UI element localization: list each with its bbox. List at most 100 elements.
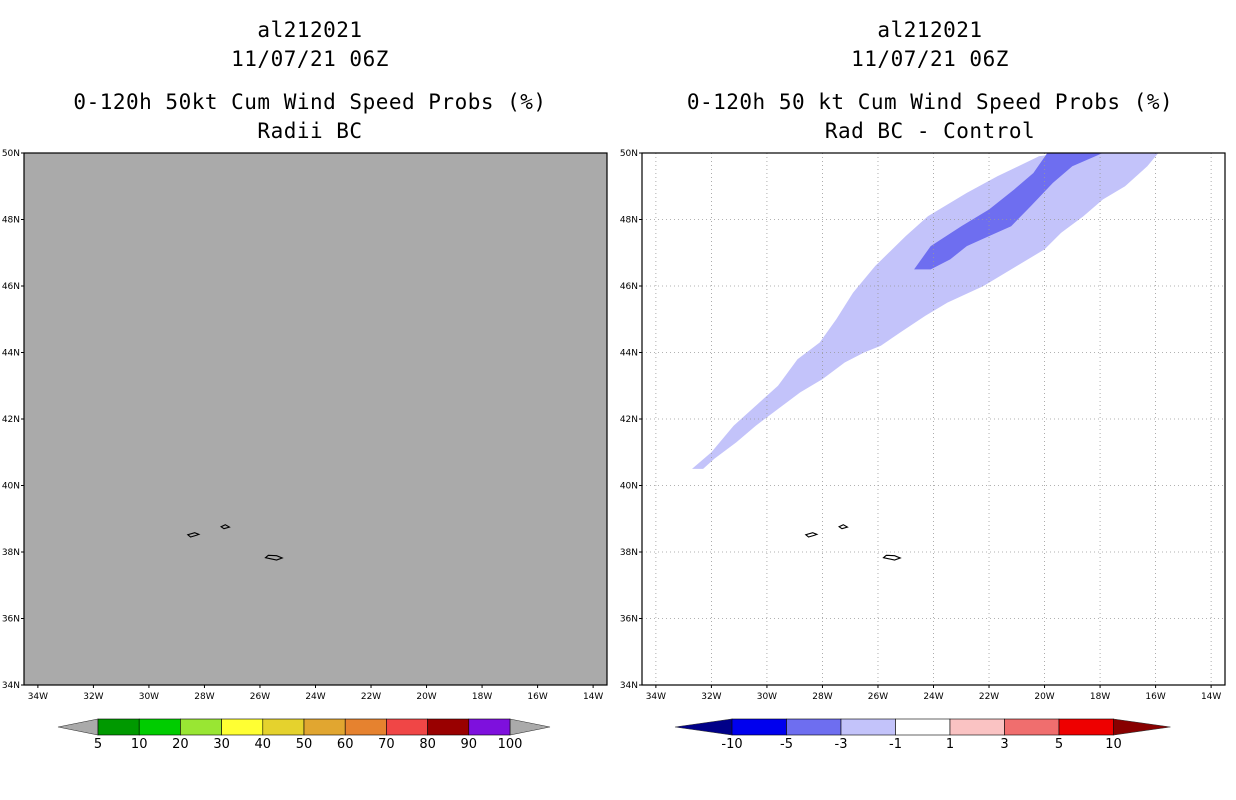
- lon-label: 24W: [305, 692, 325, 702]
- lon-label: 16W: [1145, 692, 1165, 702]
- right-product-title: 0-120h 50 kt Cum Wind Speed Probs (%): [686, 90, 1174, 114]
- lat-label: 48N: [620, 216, 638, 226]
- lat-label: 44N: [620, 349, 638, 359]
- left-colorbar-swatch: [262, 718, 305, 736]
- left-colorbar-swatch: [344, 718, 387, 736]
- lon-label: 28W: [812, 692, 832, 702]
- lon-label: 34W: [646, 692, 666, 702]
- lat-label: 44N: [2, 349, 20, 359]
- difference-region-minus3-to-minus1: [692, 153, 1159, 469]
- left-colorbar-swatch: [180, 718, 222, 736]
- left-colorbar-label: 60: [337, 737, 354, 752]
- right-map-panel: 34N 36N 38N 40N 42N 44N 46N 48N 50N 34W 32W 30W 28W 2…: [620, 149, 1226, 702]
- left-map-contents: [186, 524, 284, 561]
- left-colorbar-swatch: [386, 718, 428, 736]
- right-colorbar-swatch: [840, 718, 896, 736]
- right-colorbar-swatch: [895, 718, 951, 736]
- lat-label: 36N: [620, 615, 638, 625]
- left-colorbar-label: 10: [131, 737, 148, 752]
- left-colorbar-swatch: [427, 718, 470, 736]
- left-colorbar-label: 20: [172, 737, 189, 752]
- right-colorbar-label: -1: [889, 737, 902, 752]
- left-colorbar-high-end: [509, 718, 551, 736]
- lon-label: 34W: [28, 692, 48, 702]
- left-colorbar-low-end: [57, 718, 99, 736]
- right-colorbar-swatch: [1058, 718, 1114, 736]
- left-subtitle: Radii BC: [257, 119, 363, 143]
- lon-label: 32W: [701, 692, 721, 702]
- left-colorbar-swatch: [138, 718, 181, 736]
- left-colorbar-label: 70: [378, 737, 395, 752]
- left-colorbar-swatch: [97, 718, 140, 736]
- lat-label: 42N: [2, 415, 20, 425]
- lat-label: 38N: [620, 548, 638, 558]
- right-colorbar-label: 5: [1055, 737, 1063, 752]
- left-colorbar-label: 80: [419, 737, 436, 752]
- left-colorbar-swatch: [468, 718, 511, 736]
- lon-label: 26W: [250, 692, 270, 702]
- right-colorbar-label: 1: [946, 737, 954, 752]
- left-panel-title: al212021 11/07/21 06Z 0-120h 50kt Cum Wi…: [20, 16, 600, 146]
- left-datetime: 11/07/21 06Z: [231, 47, 389, 71]
- island-outline: [264, 554, 284, 561]
- lat-label: 40N: [2, 482, 20, 492]
- right-colorbar-swatch: [1004, 718, 1060, 736]
- lon-label: 18W: [1090, 692, 1110, 702]
- left-storm-id: al212021: [257, 18, 363, 42]
- lon-label: 14W: [1201, 692, 1221, 702]
- lon-label: 16W: [527, 692, 547, 702]
- lon-label: 20W: [1034, 692, 1054, 702]
- left-colorbar-label: 5: [94, 737, 102, 752]
- lat-label: 38N: [2, 548, 20, 558]
- lat-label: 34N: [620, 681, 638, 691]
- left-map-background: [24, 153, 607, 685]
- lat-label: 48N: [2, 216, 20, 226]
- lon-label: 26W: [868, 692, 888, 702]
- left-colorbar-swatch: [221, 718, 264, 736]
- left-colorbar-swatch: [303, 718, 346, 736]
- lon-label: 30W: [757, 692, 777, 702]
- island-outline: [804, 532, 819, 538]
- right-datetime: 11/07/21 06Z: [851, 47, 1009, 71]
- right-panel-title: al212021 11/07/21 06Z 0-120h 50 kt Cum W…: [630, 16, 1230, 146]
- right-map-contents: [642, 153, 1225, 685]
- lon-label: 22W: [361, 692, 381, 702]
- lon-label: 14W: [583, 692, 603, 702]
- right-colorbar-swatch: [731, 718, 787, 736]
- right-colorbar-low-end: [674, 718, 733, 736]
- right-colorbar-swatch: [949, 718, 1005, 736]
- right-storm-id: al212021: [877, 18, 983, 42]
- island-outline: [186, 532, 201, 538]
- left-colorbar-label: 90: [461, 737, 478, 752]
- left-colorbar-label: 30: [213, 737, 230, 752]
- left-map-panel: 34N 36N 38N 40N 42N 44N 46N 48N 50N 34W 32W 30W 28W 2…: [2, 149, 608, 702]
- lat-label: 46N: [620, 282, 638, 292]
- lon-label: 20W: [416, 692, 436, 702]
- left-colorbar-label: 100: [498, 737, 523, 752]
- left-colorbar-label: 40: [255, 737, 272, 752]
- lon-label: 18W: [472, 692, 492, 702]
- difference-region-minus5-to-minus3: [914, 153, 1103, 270]
- lon-label: 28W: [194, 692, 214, 702]
- lat-label: 42N: [620, 415, 638, 425]
- right-colorbar-label: -10: [721, 737, 742, 752]
- lon-label: 24W: [923, 692, 943, 702]
- lat-label: 36N: [2, 615, 20, 625]
- right-colorbar-high-end: [1113, 718, 1171, 736]
- island-outline: [220, 524, 231, 530]
- lat-label: 50N: [2, 149, 20, 159]
- right-colorbar-label: 10: [1105, 737, 1122, 752]
- lat-label: 40N: [620, 482, 638, 492]
- right-colorbar-swatch: [786, 718, 842, 736]
- left-colorbar-label: 50: [296, 737, 313, 752]
- right-colorbar-label: -5: [780, 737, 793, 752]
- right-subtitle: Rad BC - Control: [824, 119, 1036, 143]
- lon-label: 22W: [979, 692, 999, 702]
- island-outline: [838, 524, 849, 530]
- lat-label: 34N: [2, 681, 20, 691]
- island-outline: [882, 554, 902, 561]
- lat-label: 50N: [620, 149, 638, 159]
- right-colorbar: -10 -5 -3 -1 1 3 5 10: [674, 718, 1171, 752]
- left-product-title: 0-120h 50kt Cum Wind Speed Probs (%): [73, 90, 547, 114]
